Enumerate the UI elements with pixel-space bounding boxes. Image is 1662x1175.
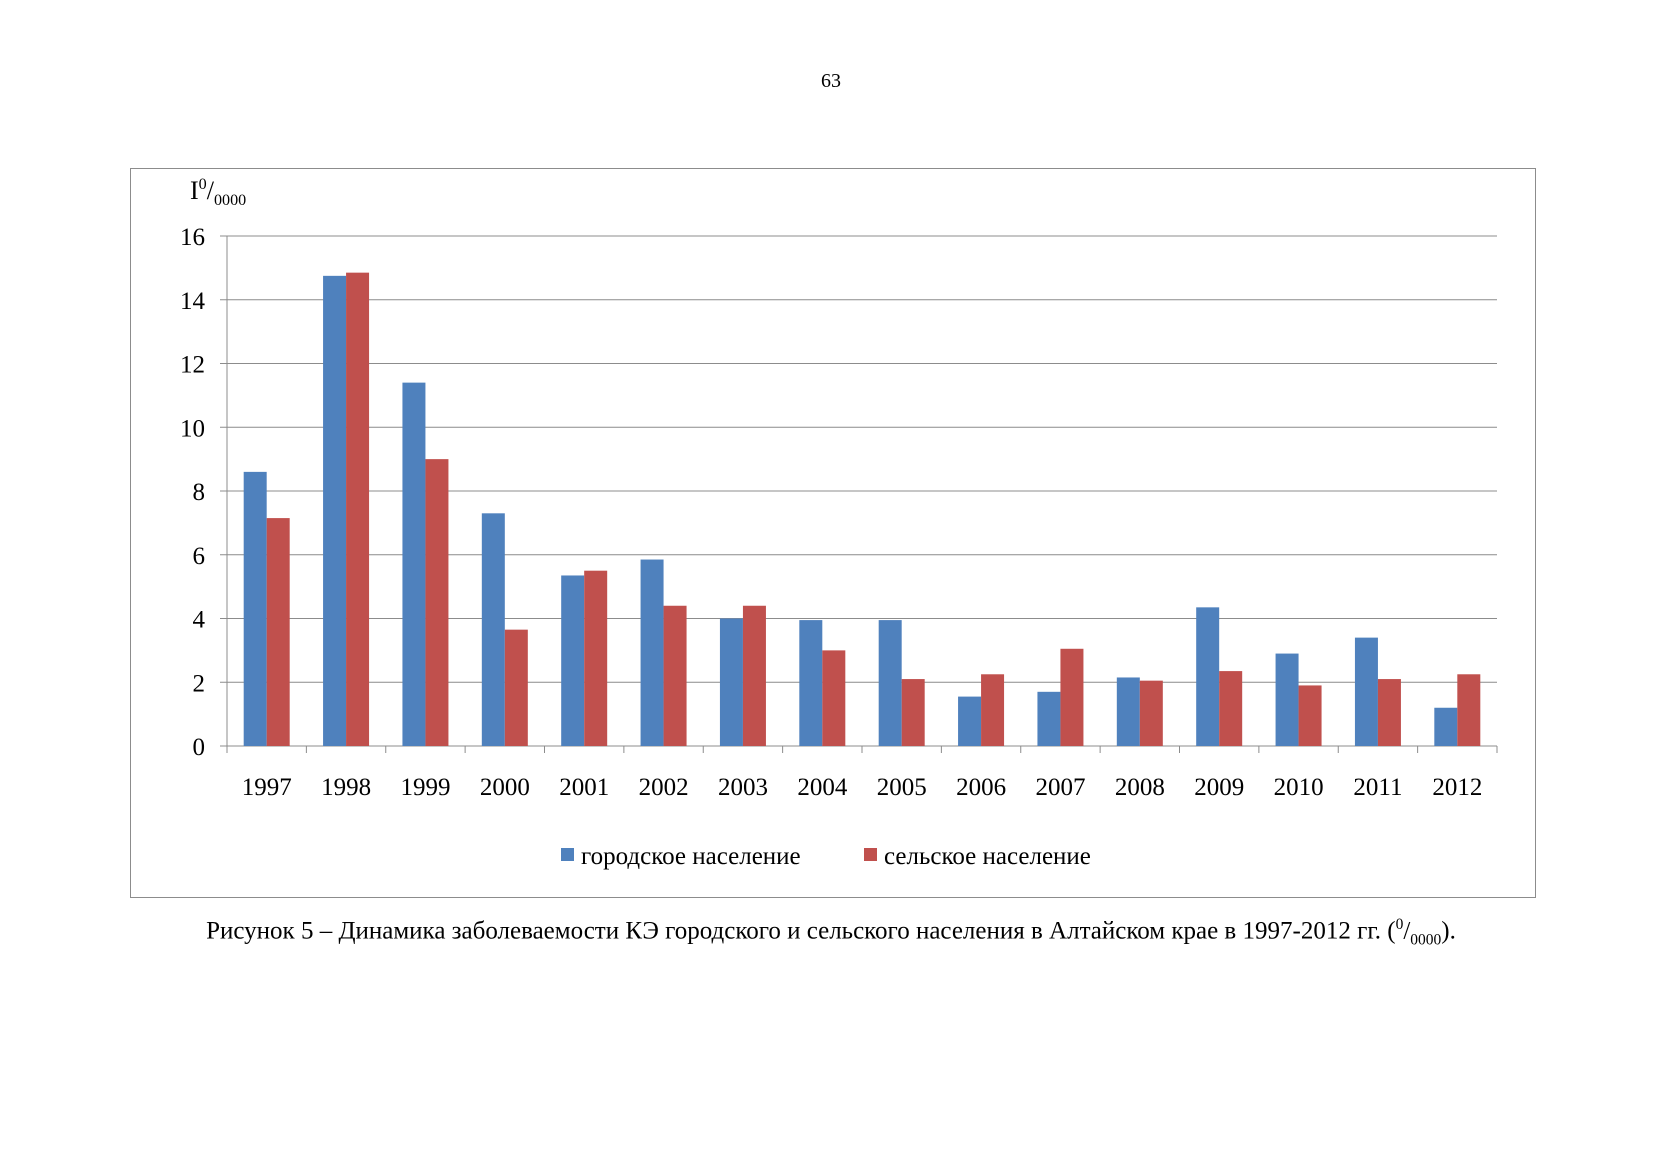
bar (504, 629, 528, 746)
bar (1139, 680, 1163, 746)
x-tick-label: 1997 (242, 774, 292, 801)
bar (1116, 677, 1140, 746)
bar (640, 559, 664, 746)
x-tick-label: 2003 (718, 774, 768, 801)
x-tick-label: 1998 (321, 774, 371, 801)
bar (323, 275, 347, 746)
x-tick-label: 2002 (639, 774, 689, 801)
caption-end: ). (1441, 917, 1456, 945)
bar (742, 605, 766, 746)
x-tick-label: 2012 (1432, 774, 1482, 801)
y-tick-label: 2 (193, 670, 206, 697)
bar (1060, 648, 1084, 746)
bar (266, 518, 290, 746)
y-axis-label-sup: 0 (198, 176, 207, 193)
caption-sub: 0000 (1410, 931, 1442, 949)
x-tick-label: 2005 (877, 774, 927, 801)
bar (1275, 653, 1299, 746)
bar (425, 459, 449, 746)
y-axis-label-slash: / (206, 176, 214, 205)
y-axis-label-main: I (190, 176, 199, 205)
bar (1457, 674, 1481, 746)
y-tick-label: 10 (180, 415, 205, 442)
legend-swatch (864, 848, 877, 861)
bar (346, 272, 370, 746)
legend-swatch (561, 848, 574, 861)
bar (1434, 707, 1458, 746)
y-tick-label: 14 (180, 288, 206, 315)
caption-text: Рисунок 5 – Динамика заболеваемости КЭ г… (206, 917, 1396, 945)
y-tick-label: 4 (193, 607, 206, 634)
x-tick-label: 2001 (559, 774, 609, 801)
y-tick-label: 8 (193, 479, 206, 506)
bar (1196, 607, 1220, 746)
x-tick-label: 1999 (400, 774, 450, 801)
bar (958, 696, 982, 746)
bar (878, 620, 902, 746)
caption-slash: / (1403, 917, 1411, 945)
bar (901, 679, 925, 746)
legend-label: сельское население (884, 843, 1091, 870)
bar (799, 620, 823, 746)
bar (1037, 691, 1061, 746)
y-tick-label: 0 (193, 734, 206, 761)
bar (822, 650, 846, 746)
bar (1377, 679, 1401, 746)
bar (481, 513, 505, 746)
x-tick-label: 2009 (1194, 774, 1244, 801)
chart-frame: 0 2 4 6 8 10 12 14 16 1997 1998 1999 2000 2001 2002 200… (130, 168, 1536, 898)
legend-label: городское население (581, 843, 801, 870)
x-tick-label: 2007 (1035, 774, 1085, 801)
y-axis-label: I0/0000 (190, 176, 247, 209)
bar (981, 674, 1005, 746)
bar (1219, 671, 1243, 746)
bar (402, 382, 426, 746)
figure-caption: Рисунок 5 – Динамика заболеваемости КЭ г… (0, 916, 1662, 949)
bar (663, 605, 687, 746)
x-tick-label: 2004 (797, 774, 848, 801)
x-tick-label: 2008 (1115, 774, 1165, 801)
caption-sup: 0 (1395, 916, 1404, 933)
bar (1298, 685, 1322, 746)
page-number: 63 (821, 70, 841, 92)
x-tick-label: 2010 (1274, 774, 1324, 801)
y-tick-label: 12 (180, 352, 205, 379)
bar (584, 570, 608, 746)
x-tick-label: 2000 (480, 774, 530, 801)
x-tick-label: 2011 (1353, 774, 1402, 801)
y-tick-label: 16 (180, 224, 205, 251)
bar (719, 618, 743, 746)
bar (243, 471, 267, 746)
bar (561, 575, 585, 746)
bar-chart: 0 2 4 6 8 10 12 14 16 1997 1998 1999 2000 2001 2002 200… (180, 224, 1498, 870)
x-tick-label: 2006 (956, 774, 1006, 801)
y-tick-label: 6 (193, 543, 206, 570)
bar (1354, 637, 1378, 746)
y-axis-label-sub: 0000 (213, 192, 247, 209)
